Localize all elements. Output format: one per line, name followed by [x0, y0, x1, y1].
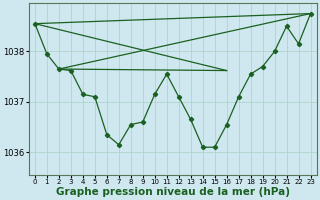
X-axis label: Graphe pression niveau de la mer (hPa): Graphe pression niveau de la mer (hPa)	[56, 187, 290, 197]
